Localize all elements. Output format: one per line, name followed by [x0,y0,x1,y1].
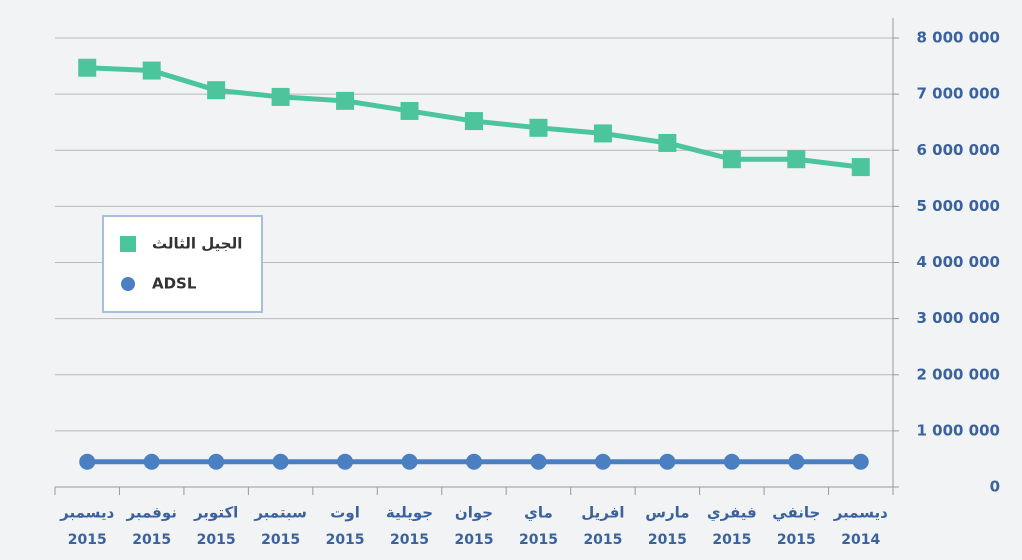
data-point [851,158,870,177]
y-tick-label: 0 [990,478,1000,496]
data-point [659,453,676,470]
data-point [271,87,290,106]
legend-box [102,215,263,313]
data-point [401,453,418,470]
x-tick-label: 2015 [132,532,171,548]
data-point [593,124,612,143]
x-tick-label: 2014 [841,532,880,548]
data-point [594,453,611,470]
x-tick-label: 2015 [261,532,300,548]
y-tick-label: 3 000 000 [916,309,1000,327]
y-tick-label: 4 000 000 [916,253,1000,271]
data-point [143,453,160,470]
x-tick-label: 2015 [519,532,558,548]
x-tick-label: افريل [581,504,624,522]
data-point [722,150,741,169]
y-tick-label: 1 000 000 [916,421,1000,439]
data-point [336,91,355,110]
data-point [466,453,482,470]
x-tick-label: ديسمبر [833,504,888,522]
legend-label: الجيل الثالث [152,235,242,253]
y-tick-label: 7 000 000 [916,85,1000,103]
x-tick-label: ماي [524,504,553,523]
x-tick-label: 2015 [326,532,365,548]
data-point [400,101,419,120]
x-tick-label: جوان [455,504,493,522]
data-point [658,133,677,152]
data-point [529,118,548,137]
x-tick-label: ديسمبر [59,504,114,522]
data-point [207,81,226,100]
x-tick-label: مارس [645,504,689,522]
data-point [79,453,96,470]
x-tick-label: 2015 [712,532,751,548]
data-point [142,61,161,80]
legend-marker [121,277,135,291]
y-tick-label: 2 000 000 [916,365,1000,383]
x-tick-label: جانفي [772,504,820,522]
x-tick-label: 2015 [68,532,107,548]
data-point [723,453,740,470]
x-tick-label: سبتمبر [253,504,307,522]
x-tick-label: اكتوبر [193,504,238,522]
data-point [272,453,289,470]
x-tick-label: 2015 [583,532,622,548]
data-point [787,150,806,169]
data-point [788,453,805,470]
legend-label: ADSL [152,275,197,293]
x-tick-label: 2015 [455,532,494,548]
x-tick-label: 2015 [197,532,236,548]
data-point [337,453,354,470]
data-point [465,112,483,131]
legend-marker [120,236,136,252]
x-tick-label: جويلية [386,504,433,522]
x-tick-label: فيفري [707,504,757,523]
y-tick-label: 5 000 000 [916,197,1000,215]
data-point [208,453,225,470]
y-tick-label: 6 000 000 [916,141,1000,159]
data-point [530,453,547,470]
x-tick-label: نوفمبر [126,504,177,522]
x-tick-label: اوت [330,504,360,522]
x-tick-label: 2015 [777,532,816,548]
x-tick-label: 2015 [648,532,687,548]
x-tick-label: 2015 [390,532,429,548]
data-point [852,453,869,470]
data-point [78,58,97,77]
y-tick-label: 8 000 000 [916,29,1000,47]
